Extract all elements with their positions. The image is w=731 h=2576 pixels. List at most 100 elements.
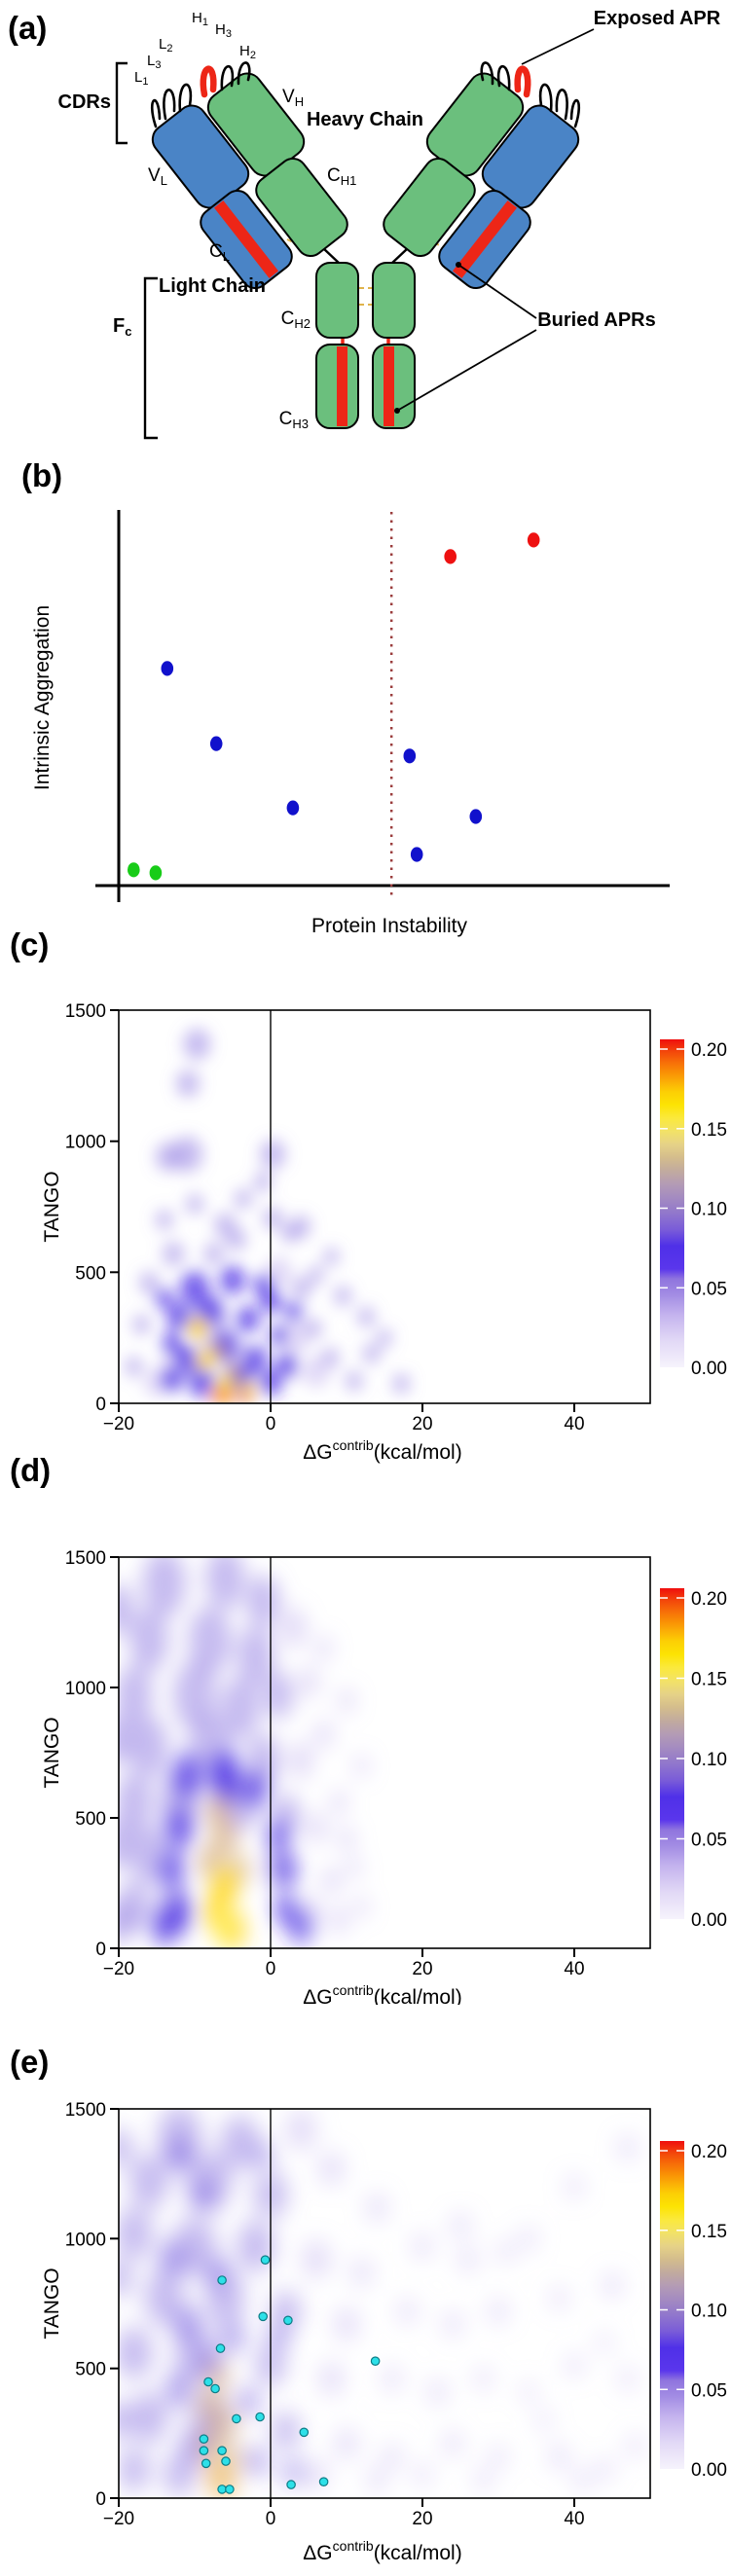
y-tick-label: 0 (95, 1940, 106, 1960)
density-blob (304, 1318, 322, 1339)
vl-label: VL (148, 165, 167, 188)
density-blob (180, 1271, 209, 1305)
density-blob (198, 1843, 222, 1881)
x-tick-label: 0 (266, 1414, 276, 1434)
density-blob (415, 2463, 430, 2486)
density-blob (119, 1715, 134, 1765)
density-blob (188, 1366, 216, 1398)
density-blob (198, 2388, 222, 2421)
density-blob (161, 1367, 183, 1393)
density-blob (254, 1172, 273, 1192)
density-blob (165, 1806, 194, 1851)
density-blob (573, 2469, 590, 2491)
density-blob (619, 2368, 636, 2390)
density-blob (237, 1626, 274, 1687)
density-blob (152, 1908, 176, 1946)
colorbar-tick-label: 0.00 (691, 1910, 727, 1931)
density-blob (345, 1370, 363, 1392)
density-blob (205, 1557, 245, 1610)
density-blob (357, 1306, 376, 1327)
x-tick-label: 20 (412, 1414, 432, 1434)
y-tick-label: 1500 (65, 1001, 106, 1022)
density-blob (521, 2228, 537, 2250)
fc-label: Fc (113, 315, 131, 339)
density-blob (444, 2431, 462, 2456)
colorbar-tick-label: 0.10 (691, 1200, 727, 1220)
colorbar-tick-label: 0.20 (691, 2142, 727, 2162)
h3-loop-label: H3 (215, 21, 232, 40)
panel-b-y-axis-title: Intrinsic Aggregation (31, 605, 54, 790)
density-blob (354, 1755, 369, 1777)
ch2-domain (315, 262, 359, 339)
density-blob (306, 1812, 326, 1844)
density-blob (237, 2220, 274, 2272)
panel-e-overlay-points (199, 2255, 381, 2494)
overlay-point (199, 2434, 209, 2444)
density-blob (292, 1277, 311, 1299)
density-blob (550, 2444, 568, 2469)
density-blob (414, 2233, 431, 2259)
colorbar-tick-label: 0.00 (691, 2460, 727, 2481)
density-blob (475, 2368, 492, 2390)
panel-c-y-axis-title: TANGO (41, 1171, 63, 1242)
x-tick-label: 40 (564, 1414, 584, 1434)
density-blob (220, 2115, 260, 2170)
density-blob (172, 1753, 202, 1800)
density-blob (253, 1274, 274, 1297)
density-blob (129, 2154, 169, 2209)
colorbar-tick-label: 0.15 (691, 1120, 727, 1141)
overlay-point (201, 2458, 211, 2469)
density-blob (597, 2458, 613, 2481)
scatter-point (403, 748, 417, 764)
cl-domain (200, 189, 293, 290)
buried-apr-stripe (452, 200, 518, 278)
density-blob (272, 2412, 300, 2450)
density-blob (567, 2354, 582, 2377)
density-blob (331, 1790, 347, 1815)
buried-apr-stripe (337, 346, 347, 426)
scatter-point (469, 809, 483, 824)
panel-d-density-layer (119, 1557, 369, 1948)
density-blob (173, 1660, 216, 1730)
density-blob (190, 2178, 214, 2211)
density-blob (603, 2272, 621, 2298)
y-tick-label: 500 (75, 1809, 106, 1830)
pointer-dot (394, 408, 400, 414)
density-blob (383, 2444, 401, 2469)
density-blob (269, 1324, 287, 1346)
density-blob (166, 2137, 193, 2174)
overlay-point (370, 2356, 381, 2366)
ch3-label: CH3 (279, 409, 309, 431)
overlay-point (232, 2413, 241, 2424)
density-blob (119, 1584, 134, 1635)
density-blob (263, 1672, 293, 1719)
density-blob (392, 1373, 411, 1395)
density-blob (166, 1302, 193, 1331)
density-blob (213, 2409, 238, 2443)
colorbar-tick-label: 0.15 (691, 1670, 727, 1690)
density-blob (237, 2386, 259, 2417)
density-blob (125, 1357, 143, 1377)
vh-label: VH (282, 87, 304, 109)
density-blob (243, 1770, 268, 1808)
overlay-point (286, 2480, 296, 2489)
density-blob (144, 2270, 184, 2326)
density-blob (336, 2428, 357, 2459)
plot-border (118, 2108, 651, 2499)
x-tick-label: 20 (412, 1959, 432, 1979)
density-blob (119, 2327, 153, 2379)
density-blob (205, 2256, 230, 2289)
scatter-point (209, 736, 223, 751)
density-blob (165, 2370, 194, 2409)
density-blob (132, 1314, 151, 1335)
overlay-point (255, 2412, 265, 2422)
ch2-label: CH2 (281, 308, 311, 331)
density-blob (347, 1856, 361, 1879)
density-blob (286, 2109, 316, 2151)
density-blob (290, 1910, 312, 1945)
density-blob (339, 1826, 354, 1852)
overlay-point (203, 2376, 213, 2387)
colorbar-tick-label: 0.05 (691, 1831, 727, 1851)
density-blob (196, 1350, 214, 1370)
density-blob (246, 1575, 280, 1628)
